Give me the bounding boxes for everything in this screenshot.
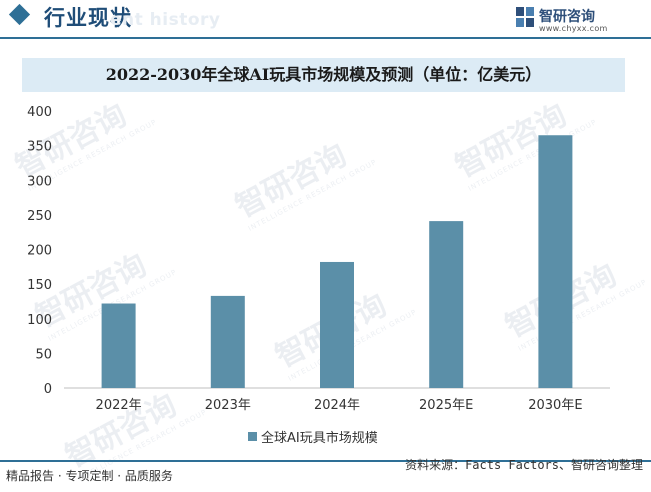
header-rule (0, 37, 651, 39)
x-tick-label: 2023年 (205, 398, 251, 413)
legend-swatch (248, 432, 257, 441)
y-tick-label: 150 (27, 278, 52, 293)
legend-label: 全球AI玩具市场规模 (261, 430, 378, 446)
x-tick-label: 2024年 (314, 398, 360, 413)
brand: 智研咨询 www.chyxx.com (515, 6, 635, 36)
bar (320, 261, 354, 388)
footer-tagline: 精品报告 · 专项定制 · 品质服务 (6, 469, 173, 483)
page-header: 行业现状 ent history 智研咨询 www.chyxx.com (0, 0, 651, 40)
y-tick-label: 50 (35, 347, 52, 362)
x-tick-label: 2030年E (528, 398, 582, 413)
x-tick-label: 2022年 (96, 398, 142, 413)
y-tick-label: 0 (44, 382, 52, 397)
y-tick-label: 350 (27, 140, 52, 155)
brand-name: 智研咨询 (539, 9, 595, 25)
bar (101, 303, 136, 388)
header-watermark: ent history (110, 10, 221, 30)
y-tick-label: 400 (27, 105, 52, 120)
section-title: 行业现状 (44, 6, 132, 30)
bar-chart: 0 50 100 150 200 250 300 350 400 2022年 2023年 2024年 2… (27, 105, 610, 446)
y-tick-label: 250 (27, 209, 52, 224)
data-source: 资料来源：Facts Factors、智研咨询整理 (405, 458, 643, 472)
brand-logo-icon (516, 7, 534, 27)
bar (429, 221, 464, 388)
y-tick-label: 300 (27, 174, 52, 189)
chart-title: 2022-2030年全球AI玩具市场规模及预测（单位：亿美元） (105, 65, 542, 84)
x-tick-label: 2025年E (419, 398, 473, 413)
y-tick-label: 200 (27, 244, 52, 259)
y-tick-label: 100 (27, 313, 52, 328)
bar (538, 135, 573, 388)
chart-title-band: 2022-2030年全球AI玩具市场规模及预测（单位：亿美元） (22, 58, 625, 92)
brand-url: www.chyxx.com (539, 24, 608, 33)
diamond-icon (8, 3, 31, 26)
footer-rule (0, 460, 651, 462)
bar (210, 295, 245, 388)
